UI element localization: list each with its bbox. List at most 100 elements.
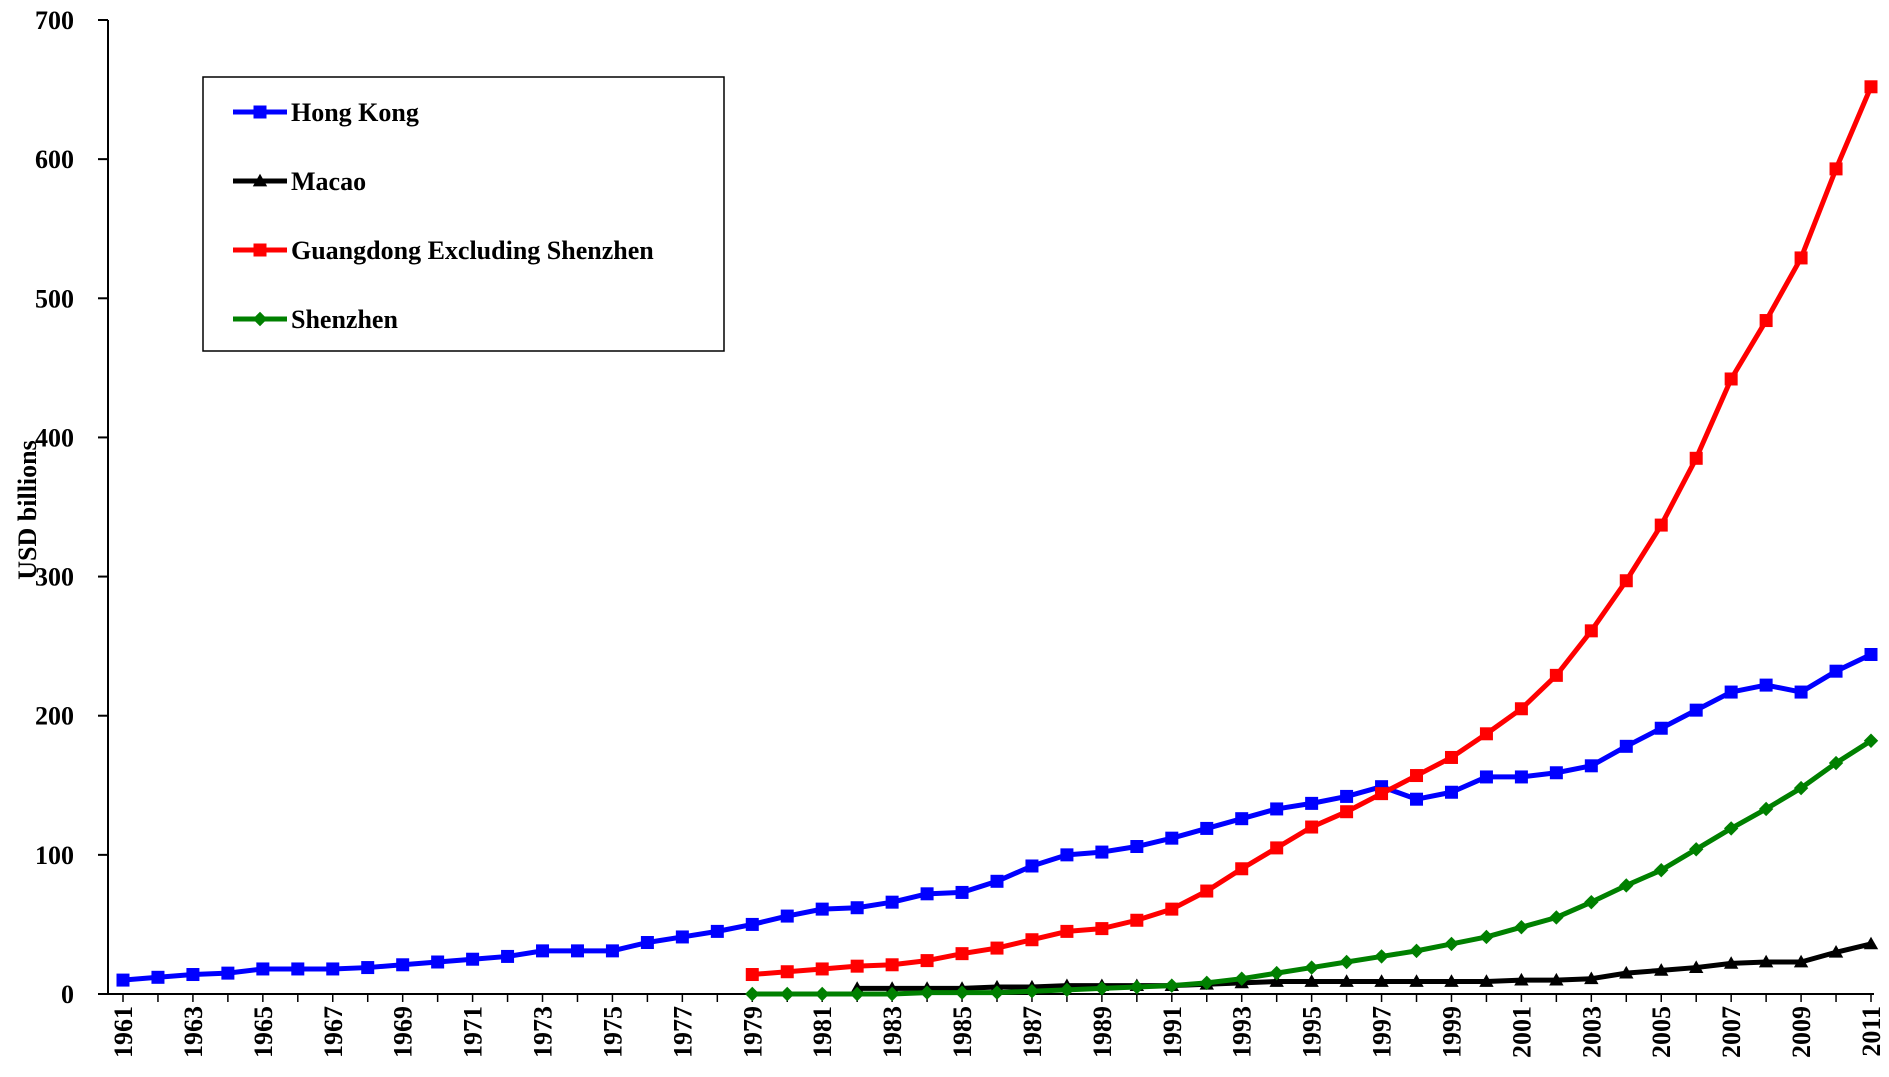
y-tick-label: 700 [35, 6, 74, 35]
data-point [815, 986, 830, 1002]
data-point [1759, 678, 1773, 692]
data-point [1305, 796, 1319, 810]
y-axis: 0 100 200 300 400 500 600 700 [35, 6, 109, 1009]
data-point [1339, 974, 1354, 987]
data-point [1689, 960, 1704, 973]
data-point [1165, 831, 1179, 845]
y-tick-label: 200 [35, 702, 74, 731]
series-line [752, 85, 1874, 978]
legend-swatch-marker [252, 311, 268, 327]
data-point [1584, 759, 1598, 773]
data-point [955, 885, 969, 899]
data-point [431, 955, 445, 969]
data-point [1828, 755, 1844, 771]
data-point [1584, 894, 1599, 910]
data-point [1409, 943, 1424, 959]
data-point [396, 958, 410, 972]
data-point [1269, 974, 1284, 987]
x-tick-label: 1985 [948, 1006, 977, 1058]
data-point [1549, 910, 1564, 925]
data-point [1269, 965, 1284, 981]
data-point [640, 936, 654, 950]
x-tick-label: 1973 [529, 1006, 558, 1058]
data-point [1234, 971, 1249, 986]
data-point [1619, 965, 1634, 979]
data-point [1864, 647, 1878, 661]
legend-label: Shenzhen [291, 305, 398, 334]
plot-series [116, 80, 1879, 1002]
data-point [1723, 956, 1739, 969]
data-point [745, 986, 760, 1002]
data-point [990, 941, 1004, 955]
x-tick-label: 1983 [878, 1006, 907, 1058]
data-point [815, 902, 829, 916]
data-point [291, 962, 305, 976]
data-point [151, 970, 165, 984]
y-tick-label: 500 [35, 284, 74, 313]
x-tick-label: 1989 [1088, 1006, 1117, 1058]
data-point [1025, 859, 1039, 873]
data-point [1724, 685, 1738, 699]
series-line [752, 738, 1873, 997]
x-tick-label: 1999 [1437, 1006, 1466, 1058]
data-point [1758, 954, 1774, 968]
data-point [1479, 770, 1493, 784]
data-point [1723, 821, 1739, 836]
data-point [1828, 945, 1844, 958]
y-tick-label: 600 [35, 145, 74, 174]
data-point [1304, 974, 1319, 987]
data-point [1235, 812, 1249, 826]
data-point [920, 954, 934, 968]
data-point [1410, 792, 1424, 806]
data-point [1654, 862, 1669, 878]
legend-item: Hong Kong [233, 98, 419, 127]
data-point [1270, 802, 1284, 816]
data-point [745, 917, 759, 931]
data-point [326, 962, 340, 976]
data-point [1793, 780, 1809, 796]
data-point [955, 947, 969, 961]
data-point [1304, 960, 1319, 975]
data-point [1514, 920, 1529, 935]
data-point [885, 895, 899, 909]
data-point [1654, 518, 1668, 532]
data-point [1549, 668, 1563, 682]
x-tick-label: 1971 [459, 1006, 488, 1058]
x-tick-label: 2011 [1857, 1006, 1886, 1057]
y-tick-label: 400 [35, 423, 74, 452]
data-point [1758, 801, 1774, 817]
data-point [1095, 845, 1109, 859]
data-point [1305, 820, 1319, 834]
data-point [1340, 789, 1354, 803]
data-point [1584, 971, 1599, 985]
x-tick-label: 1967 [319, 1006, 348, 1058]
data-point [1199, 975, 1214, 991]
data-point [1514, 770, 1528, 784]
data-point [780, 965, 794, 979]
data-point [1514, 702, 1528, 716]
data-point [849, 986, 865, 1002]
data-point [1654, 963, 1669, 976]
data-point [1375, 787, 1389, 801]
data-point [850, 959, 864, 973]
legend-item: Macao [233, 167, 366, 196]
data-point [1340, 805, 1354, 819]
y-axis-title: USD billions [13, 440, 42, 579]
y-tick-label: 300 [35, 563, 74, 592]
data-point [501, 949, 515, 963]
data-point [1410, 769, 1424, 783]
data-point [954, 985, 970, 1000]
x-tick-label: 2001 [1507, 1006, 1536, 1058]
x-tick-label: 1977 [668, 1006, 697, 1058]
data-point [1584, 624, 1598, 638]
data-point [815, 962, 829, 976]
legend-swatch-marker [253, 243, 267, 257]
data-point [186, 968, 200, 982]
legend: Hong Kong Macao Guangdong Excluding Shenzh… [202, 76, 725, 352]
data-point [1339, 954, 1354, 970]
x-tick-label: 1991 [1158, 1006, 1187, 1058]
x-tick-label: 2003 [1577, 1006, 1606, 1058]
data-point [1619, 878, 1634, 893]
x-tick-label: 1965 [249, 1006, 278, 1058]
legend-item: Shenzhen [233, 305, 398, 334]
